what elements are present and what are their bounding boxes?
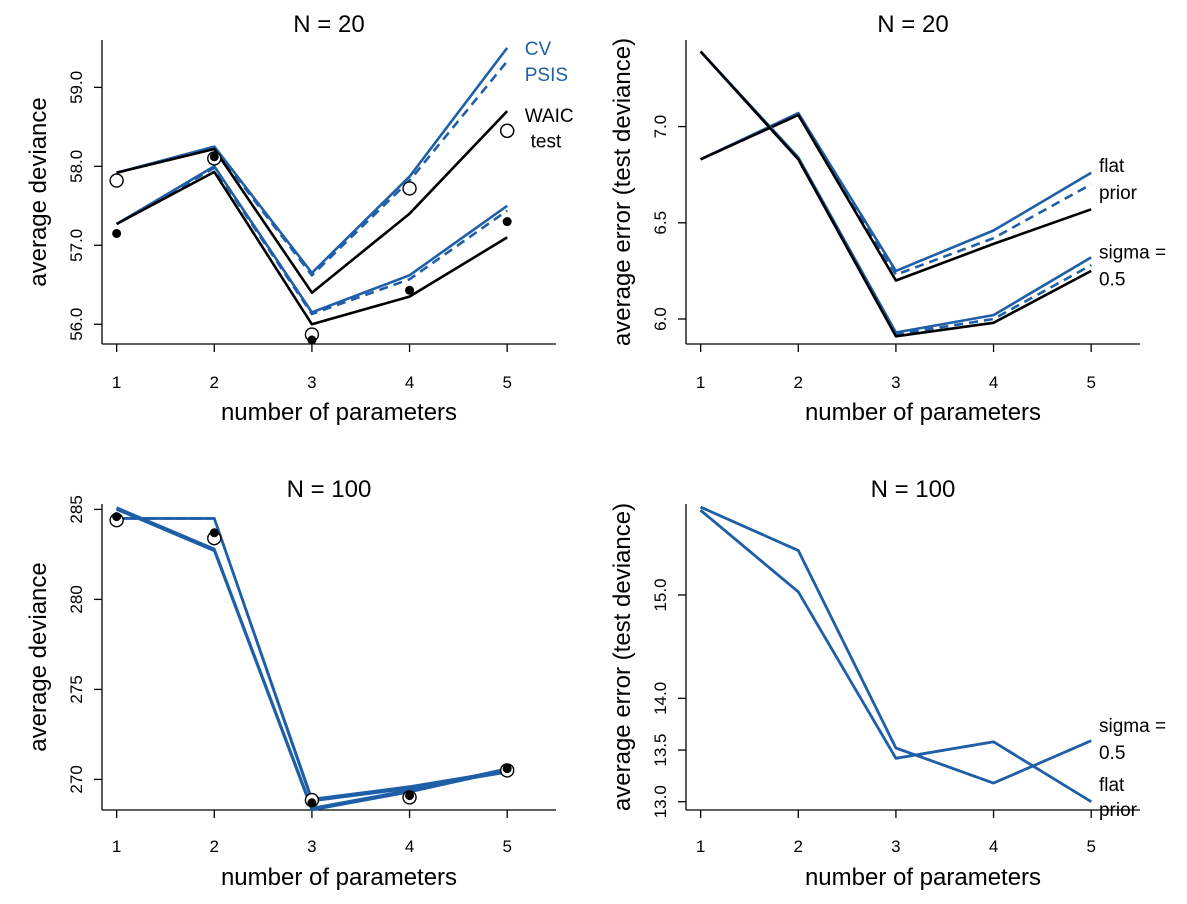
y-tick-label: 13.5: [651, 733, 670, 766]
y-tick-label: 56.0: [67, 308, 86, 341]
series-line-waic-sigma: [699, 509, 1092, 803]
test-point-open: [402, 181, 417, 196]
test-point-filled: [307, 798, 317, 808]
series-line-waic-flat: [116, 517, 508, 803]
y-tick-label: 285: [67, 495, 86, 523]
chart-title: N = 100: [871, 476, 956, 503]
series-line-psis-flat: [700, 113, 1092, 277]
annotation-label: 0.5: [1099, 270, 1125, 291]
series-line-cv-flat: [700, 505, 1092, 785]
y-axis-label: average deviance: [25, 97, 52, 286]
y-tick-label: 57.0: [67, 229, 86, 262]
annotation-label: prior: [1099, 800, 1138, 821]
x-tick-label: 2: [794, 373, 803, 392]
x-tick-label: 2: [210, 373, 219, 392]
test-point-filled: [307, 335, 317, 345]
annotation-label: test: [531, 131, 562, 152]
annotation-label: CV: [525, 39, 552, 60]
test-point-filled: [502, 217, 512, 227]
y-tick-label: 6.5: [651, 211, 670, 235]
x-tick-label: 3: [891, 373, 900, 392]
x-tick-label: 3: [307, 373, 316, 392]
series-line-psis-flat: [700, 505, 1092, 785]
x-tick-label: 4: [405, 837, 414, 856]
x-tick-label: 3: [307, 837, 316, 856]
test-point-filled: [502, 764, 512, 774]
x-tick-label: 2: [794, 837, 803, 856]
series-line-waic-flat: [700, 113, 1092, 282]
series-line-cv-sigma: [116, 506, 508, 810]
series-line-psis-sigma: [115, 166, 508, 316]
series-line-psis-sigma: [116, 507, 508, 811]
x-tick-label: 3: [891, 837, 900, 856]
series-line-waic-sigma: [115, 170, 508, 326]
test-point-open: [109, 173, 124, 188]
x-tick-label: 5: [1086, 373, 1095, 392]
y-axis-label: average error (test deviance): [609, 503, 636, 811]
annotation-label: PSIS: [525, 65, 568, 86]
annotation-label: sigma =: [1099, 716, 1166, 737]
test-point-filled: [112, 512, 122, 522]
y-axis-label: average error (test deviance): [609, 38, 636, 346]
test-point-filled: [209, 528, 219, 538]
y-tick-label: 14.0: [651, 682, 670, 715]
x-tick-label: 4: [989, 373, 998, 392]
annotation-label: flat: [1099, 156, 1125, 177]
chart-panel-2: N = 20 1 2 3 4 5 6.0 6.5 7.0 number of parameters…: [609, 11, 1166, 426]
series-line-cv-flat: [116, 517, 508, 801]
series-line-cv-sigma: [699, 50, 1092, 334]
y-tick-label: 270: [67, 765, 86, 793]
chart-panel-4: N = 100 1 2 3 4 5 13.0 13.5 14.0 15.0 number of pa…: [609, 476, 1166, 891]
x-tick-label: 4: [989, 837, 998, 856]
chart-title: N = 100: [287, 476, 372, 503]
series-line-psis-flat: [116, 517, 508, 802]
annotation-label: 0.5: [1099, 743, 1125, 764]
annotation-label: flat: [1099, 775, 1125, 796]
y-tick-label: 13.0: [651, 785, 670, 818]
x-tick-label: 1: [112, 373, 121, 392]
x-axis-label: number of parameters: [805, 399, 1041, 426]
y-tick-label: 15.0: [651, 578, 670, 611]
annotation-label: WAIC: [525, 106, 574, 127]
test-point-filled: [405, 791, 415, 801]
x-tick-label: 5: [502, 373, 511, 392]
test-point-filled: [209, 152, 219, 162]
chart-title: N = 20: [877, 11, 948, 38]
series-line-waic-flat: [700, 505, 1092, 785]
chart-panel-3: N = 100 1 2 3 4 5 270 275 280 285 number of parame…: [25, 476, 556, 891]
y-tick-label: 275: [67, 675, 86, 703]
annotation-label: prior: [1099, 183, 1138, 204]
y-tick-label: 58.0: [67, 150, 86, 183]
x-tick-label: 5: [1086, 837, 1095, 856]
series-line-psis-flat: [116, 60, 509, 277]
chart-panel-1: N = 20 1 2 3 4 5 56.0 57.0 58.0 59.0 number of par…: [25, 11, 574, 426]
y-tick-label: 6.0: [651, 307, 670, 331]
x-tick-label: 1: [112, 837, 121, 856]
series-line-waic-sigma: [699, 50, 1092, 338]
legend-marker-test: [499, 123, 515, 139]
y-tick-label: 7.0: [651, 115, 670, 139]
chart-title: N = 20: [293, 11, 364, 38]
series-line-waic-flat: [116, 110, 509, 295]
x-tick-label: 1: [696, 373, 705, 392]
x-tick-label: 1: [696, 837, 705, 856]
series-line-cv-flat: [116, 47, 509, 275]
series-line-cv-flat: [700, 111, 1092, 273]
series-line-waic-sigma: [116, 508, 508, 812]
test-point-filled: [405, 285, 415, 295]
annotation-label: sigma =: [1099, 243, 1166, 264]
x-axis-label: number of parameters: [221, 399, 457, 426]
x-tick-label: 5: [502, 837, 511, 856]
test-point-filled: [112, 228, 122, 238]
y-tick-label: 280: [67, 585, 86, 613]
y-axis-label: average deviance: [25, 562, 52, 751]
x-tick-label: 2: [210, 837, 219, 856]
x-axis-label: number of parameters: [221, 864, 457, 891]
y-tick-label: 59.0: [67, 71, 86, 104]
x-axis-label: number of parameters: [805, 864, 1041, 891]
x-tick-label: 4: [405, 373, 414, 392]
